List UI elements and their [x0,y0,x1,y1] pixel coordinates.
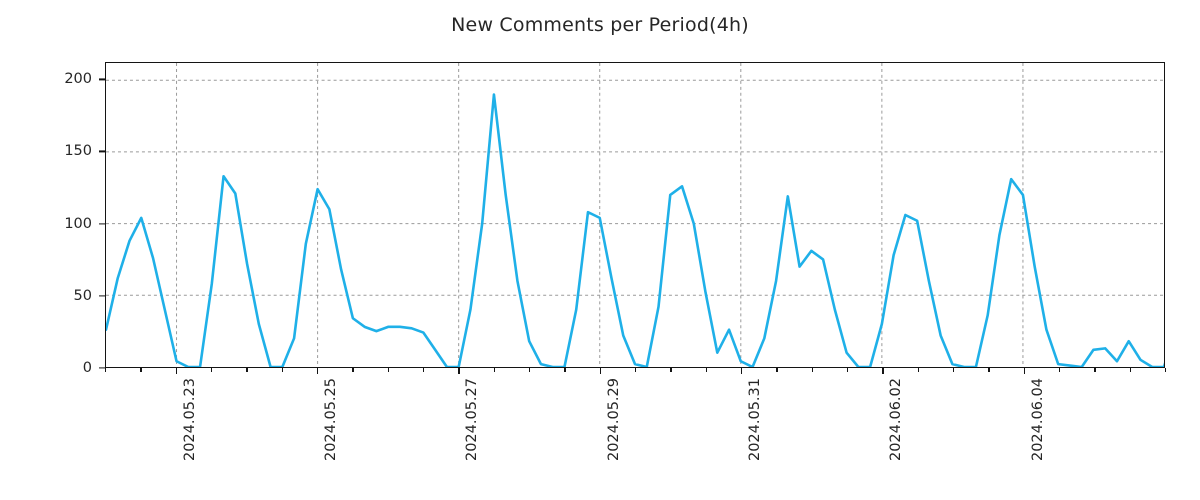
x-tick-mark-minor [953,368,955,372]
x-tick-mark [317,368,319,374]
x-tick-mark-minor [917,368,919,372]
y-tick-mark [99,78,105,80]
x-tick-mark-minor [529,368,531,372]
x-tick-mark-minor [246,368,248,372]
x-tick-label: 2024.05.23 [181,378,198,462]
plot-area [105,62,1165,368]
x-tick-mark-minor [988,368,990,372]
x-tick-label: 2024.05.31 [747,378,763,462]
x-tick-mark-minor [493,368,495,372]
x-tick-mark [1023,368,1025,374]
y-tick-label: 50 [73,287,92,304]
y-tick-mark [99,295,105,297]
y-tick-label: 100 [64,215,92,232]
x-tick-mark-minor [847,368,849,372]
x-tick-mark-minor [564,368,566,372]
x-tick-mark-minor [705,368,707,372]
x-tick-mark-minor [635,368,637,372]
x-tick-label: 2024.05.29 [605,378,622,462]
y-tick-label: 150 [64,143,92,160]
y-tick-mark [99,223,105,225]
x-tick-mark-minor [811,368,813,372]
y-tick-mark [99,150,105,153]
x-tick-mark-minor [1165,368,1167,372]
chart-title: New Comments per Period(4h) [451,14,749,36]
x-tick-mark-minor [140,368,142,372]
data-line-series [106,63,1164,367]
x-tick-label: 2024.05.27 [464,378,481,462]
gridlines [106,63,1164,367]
x-tick-mark-minor [105,368,107,372]
y-tick-mark [99,367,105,369]
x-tick-label: 2024.05.25 [323,378,339,462]
x-tick-mark-minor [423,368,425,372]
data-line [106,95,1164,367]
x-tick-mark-minor [352,368,354,372]
x-tick-mark-minor [387,368,389,372]
x-tick-mark-minor [1094,368,1096,372]
y-tick-label: 0 [82,360,92,376]
x-tick-mark-minor [211,368,213,372]
x-tick-mark [882,368,884,374]
x-tick-mark-minor [776,368,778,372]
x-tick-mark-minor [1129,368,1131,372]
x-tick-mark-minor [1059,368,1061,372]
y-tick-label: 200 [64,71,92,88]
x-tick-mark-minor [670,368,672,372]
x-tick-label: 2024.06.02 [888,378,905,462]
x-tick-mark [458,368,460,374]
x-tick-label: 2024.06.04 [1029,378,1046,462]
x-tick-mark [599,368,601,374]
x-tick-mark [175,368,177,374]
x-tick-mark-minor [281,368,283,372]
x-tick-mark [741,368,743,374]
